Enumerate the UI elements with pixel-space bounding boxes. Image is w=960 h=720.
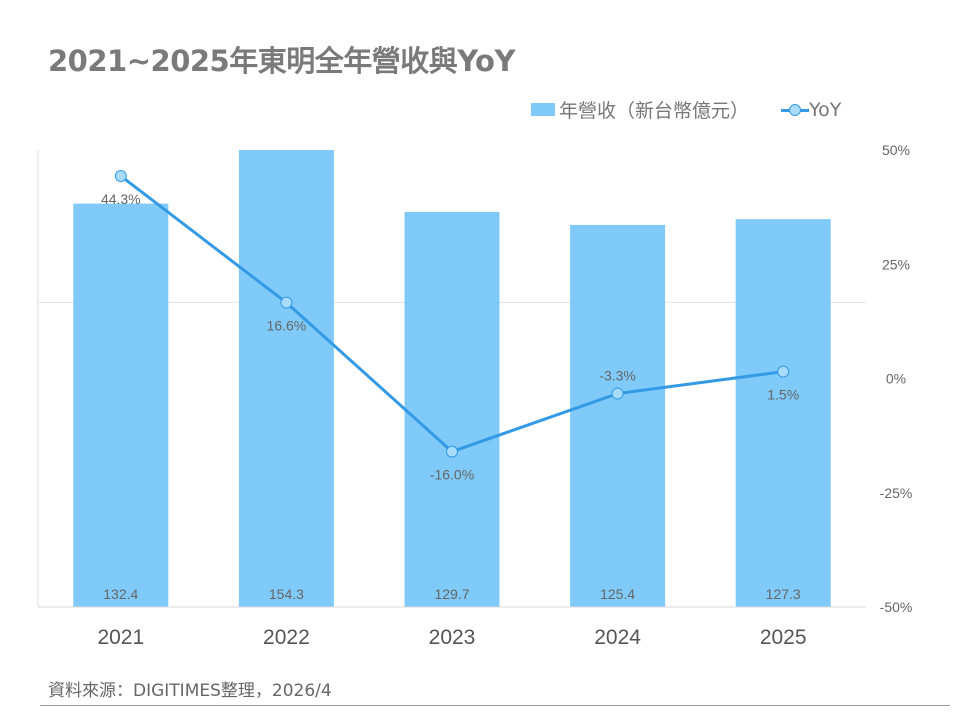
yoy-point [280, 296, 293, 309]
bar-value-label: 129.7 [434, 586, 469, 602]
y-right-tick-label: -50% [880, 599, 913, 615]
chart-title: 2021~2025年東明全年營收與YoY [48, 44, 516, 78]
yoy-data-label: -3.3% [599, 368, 636, 384]
x-tick-label: 2023 [429, 626, 476, 649]
yoy-point [446, 445, 458, 458]
y-right-tick-label: 50% [882, 142, 910, 158]
source-note: 資料來源：DIGITIMES整理，2026/4 [48, 681, 332, 701]
bar-value-label: 154.3 [269, 586, 304, 602]
bar [570, 224, 666, 607]
yoy-data-label: -16.0% [430, 467, 474, 483]
y-right-tick-label: -25% [880, 485, 913, 501]
yoy-data-label: 16.6% [267, 318, 307, 334]
legend-bar-label: 年營收（新台幣億元） [559, 100, 750, 122]
y-right-tick-label: 25% [882, 256, 910, 272]
legend-line-marker-icon [781, 103, 810, 116]
yoy-point [777, 365, 790, 378]
bar-value-label: 127.3 [766, 586, 801, 602]
bar-value-label: 125.4 [600, 586, 635, 602]
yoy-data-label: 44.3% [101, 191, 141, 207]
yoy-point [114, 170, 127, 183]
x-tick-label: 2022 [263, 626, 310, 649]
x-tick-label: 2021 [97, 626, 144, 649]
x-tick-label: 2024 [594, 626, 641, 649]
yoy-point [611, 387, 624, 400]
x-tick-label: 2025 [760, 626, 807, 649]
yoy-data-label: 1.5% [767, 387, 799, 403]
footer-divider [40, 705, 950, 706]
legend-line-label: YoY [809, 98, 842, 121]
bar [73, 203, 169, 607]
bar [404, 211, 500, 607]
bar [735, 219, 831, 607]
legend-bar-swatch [531, 103, 555, 116]
bar [238, 150, 334, 607]
y-right-tick-label: 0% [886, 371, 906, 387]
legend: 年營收（新台幣億元） YoY [531, 96, 841, 123]
bar-value-label: 132.4 [103, 586, 138, 602]
